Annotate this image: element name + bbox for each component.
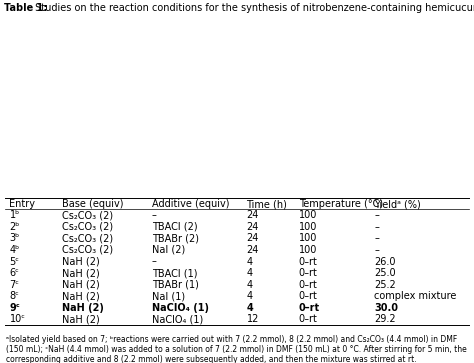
- Text: 4: 4: [246, 303, 253, 313]
- Text: ᵃIsolated yield based on 7; ᵇreactions were carried out with 7 (2.2 mmol), 8 (2.: ᵃIsolated yield based on 7; ᵇreactions w…: [6, 335, 466, 363]
- Text: NaClO₄ (1): NaClO₄ (1): [152, 314, 203, 325]
- Text: complex mixture: complex mixture: [374, 291, 457, 301]
- Text: 9ᶜ: 9ᶜ: [9, 303, 20, 313]
- Text: TBACl (2): TBACl (2): [152, 222, 197, 232]
- Text: 8ᶜ: 8ᶜ: [9, 291, 19, 301]
- Text: 25.0: 25.0: [374, 268, 396, 278]
- Text: 4: 4: [246, 280, 253, 290]
- Text: Cs₂CO₃ (2): Cs₂CO₃ (2): [62, 210, 113, 220]
- Text: Table 1:: Table 1:: [4, 3, 47, 13]
- Text: NaH (2): NaH (2): [62, 280, 100, 290]
- Text: 0–rt: 0–rt: [299, 268, 318, 278]
- Text: 0–rt: 0–rt: [299, 280, 318, 290]
- Text: Studies on the reaction conditions for the synthesis of nitrobenzene-containing : Studies on the reaction conditions for t…: [32, 3, 474, 13]
- Text: –: –: [152, 257, 156, 266]
- Text: NaH (2): NaH (2): [62, 257, 100, 266]
- Text: –: –: [374, 210, 379, 220]
- Text: 25.2: 25.2: [374, 280, 396, 290]
- Text: 4: 4: [246, 257, 253, 266]
- Text: NaI (1): NaI (1): [152, 291, 185, 301]
- Text: 100: 100: [299, 222, 317, 232]
- Text: 24: 24: [246, 222, 259, 232]
- Text: NaH (2): NaH (2): [62, 268, 100, 278]
- Text: TBACl (1): TBACl (1): [152, 268, 197, 278]
- Text: Cs₂CO₃ (2): Cs₂CO₃ (2): [62, 222, 113, 232]
- Text: 12: 12: [246, 314, 259, 325]
- Text: 1ᵇ: 1ᵇ: [9, 210, 20, 220]
- Text: Cs₂CO₃ (2): Cs₂CO₃ (2): [62, 233, 113, 243]
- Text: Additive (equiv): Additive (equiv): [152, 199, 229, 209]
- Text: 100: 100: [299, 245, 317, 255]
- Text: 10ᶜ: 10ᶜ: [9, 314, 25, 325]
- Text: NaI (2): NaI (2): [152, 245, 185, 255]
- Text: 29.2: 29.2: [374, 314, 396, 325]
- Text: 4ᵇ: 4ᵇ: [9, 245, 20, 255]
- Text: –: –: [374, 245, 379, 255]
- Text: 4: 4: [246, 291, 253, 301]
- Text: Yieldᵃ (%): Yieldᵃ (%): [374, 199, 421, 209]
- Text: 3ᵇ: 3ᵇ: [9, 233, 20, 243]
- Text: 24: 24: [246, 245, 259, 255]
- Text: Entry: Entry: [9, 199, 36, 209]
- Text: –: –: [374, 233, 379, 243]
- Text: 24: 24: [246, 233, 259, 243]
- Text: Time (h): Time (h): [246, 199, 287, 209]
- Text: 5ᶜ: 5ᶜ: [9, 257, 19, 266]
- Text: –: –: [152, 210, 156, 220]
- Text: 7ᶜ: 7ᶜ: [9, 280, 19, 290]
- Text: 0–rt: 0–rt: [299, 303, 320, 313]
- Text: 4: 4: [246, 268, 253, 278]
- Text: –: –: [374, 222, 379, 232]
- Text: TBABr (2): TBABr (2): [152, 233, 199, 243]
- Text: TBABr (1): TBABr (1): [152, 280, 199, 290]
- Text: 24: 24: [246, 210, 259, 220]
- Text: Cs₂CO₃ (2): Cs₂CO₃ (2): [62, 245, 113, 255]
- Text: Base (equiv): Base (equiv): [62, 199, 123, 209]
- Text: 100: 100: [299, 233, 317, 243]
- Text: 26.0: 26.0: [374, 257, 396, 266]
- Text: NaClO₄ (1): NaClO₄ (1): [152, 303, 209, 313]
- Text: NaH (2): NaH (2): [62, 303, 103, 313]
- Text: NaH (2): NaH (2): [62, 291, 100, 301]
- Text: 0–rt: 0–rt: [299, 257, 318, 266]
- Text: 30.0: 30.0: [374, 303, 399, 313]
- Text: 0–rt: 0–rt: [299, 314, 318, 325]
- Text: Temperature (°C): Temperature (°C): [299, 199, 383, 209]
- Text: 6ᶜ: 6ᶜ: [9, 268, 19, 278]
- Text: NaH (2): NaH (2): [62, 314, 100, 325]
- Text: 100: 100: [299, 210, 317, 220]
- Text: 0–rt: 0–rt: [299, 291, 318, 301]
- Text: 2ᵇ: 2ᵇ: [9, 222, 20, 232]
